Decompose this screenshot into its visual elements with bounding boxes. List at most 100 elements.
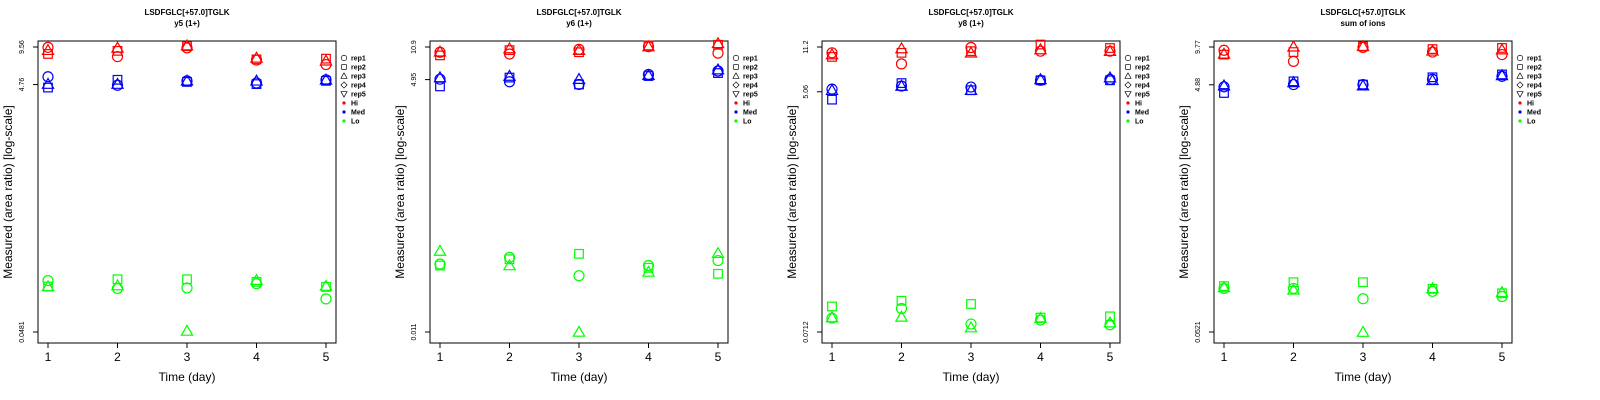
legend-label: rep5 [743,92,758,99]
data-point [503,48,516,60]
data-point [42,41,54,53]
data-point [827,94,837,105]
data-point [895,58,908,70]
data-point [1356,325,1370,337]
legend-marker [340,81,348,89]
legend-marker [340,72,348,79]
data-point [1034,45,1047,57]
legend-marker [1516,72,1524,79]
data-point [1425,281,1440,294]
y-tick-label: 9.56 [19,40,26,54]
data-point [249,273,264,285]
data-point [965,41,977,54]
data-point [894,310,909,322]
legend-marker-shape [1516,72,1524,79]
legend-label: Lo [351,119,360,126]
x-tick-label: 1 [829,350,836,364]
x-tick-label: 2 [898,350,905,364]
legend-label: Med [1527,110,1541,117]
data-point [1287,55,1300,67]
legend-marker [1124,72,1132,79]
legend-marker-shape [340,91,348,98]
legend-marker [733,64,739,70]
x-tick-label: 4 [645,350,652,364]
data-point [1034,314,1047,326]
data-point [1103,70,1117,83]
chart-title: LSDFGLC[+57.0]TGLK [536,8,621,17]
data-point [1356,78,1370,91]
data-point [1218,282,1230,295]
data-point [1288,47,1299,57]
data-point [643,262,654,273]
y-axis-label: Measured (area ratio) [log-scale] [393,105,407,278]
legend-label: rep3 [1135,74,1150,81]
data-point [573,270,585,282]
chart-panel: LSDFGLC[+57.0]TGLK y5 (1+) 1 2 3 4 5 Time (day)… [1,8,366,384]
data-point [1033,311,1048,323]
data-point [110,41,125,53]
legend-label: rep4 [351,83,366,90]
legend-label: rep5 [1527,92,1542,99]
data-point [1495,285,1509,298]
x-tick-label: 2 [506,350,513,364]
x-tick-label: 3 [184,350,191,364]
data-point [894,79,909,91]
chart-subtitle: sum of ions [1341,19,1386,28]
data-point [1218,44,1230,56]
data-point [964,46,978,58]
chart-title: LSDFGLC[+57.0]TGLK [928,8,1013,17]
data-point [1105,311,1115,322]
data-point [711,36,725,49]
legend-marker [1125,64,1131,70]
y-tick-label: 0.0481 [19,321,26,343]
x-tick-label: 1 [45,350,52,364]
x-tick-label: 5 [1107,350,1114,364]
legend-marker-shape [1124,72,1132,79]
data-point [895,302,908,315]
data-point [896,295,907,306]
legend-marker [341,64,347,70]
legend-marker [340,91,348,98]
data-point [181,42,193,54]
legend-label: rep4 [1135,83,1150,90]
data-point [1425,44,1440,56]
data-point [112,274,123,285]
data-point [713,68,723,78]
data-point [1033,42,1048,55]
legend-marker-shape [1124,81,1132,89]
data-point [1035,39,1046,50]
legend-marker [732,91,740,98]
data-point [319,279,333,291]
data-point [1219,88,1229,98]
legend-label: Hi [1527,101,1534,108]
data-point [574,79,584,90]
legend-marker [1516,81,1524,89]
legend-marker [340,54,348,62]
data-point [503,251,516,263]
legend-label: Hi [351,101,358,108]
data-point [1217,280,1231,293]
data-point [319,53,333,66]
plot-frame [1213,40,1513,344]
chart-title: LSDFGLC[+57.0]TGLK [144,8,229,17]
legend-marker-shape [1516,81,1524,89]
data-point [319,72,333,85]
y-tick-label: 10.9 [411,40,418,54]
legend-marker [1124,91,1132,98]
x-tick-label: 3 [1360,350,1367,364]
data-point [641,68,656,81]
legend-label: rep1 [1135,56,1150,63]
data-point [711,246,725,259]
legend-label: Lo [1135,119,1144,126]
data-point [249,51,264,63]
x-tick-label: 4 [253,350,260,364]
legend-label: rep4 [743,83,758,90]
data-point [827,301,837,312]
legend-marker-shape [1516,91,1524,98]
data-point [433,45,447,57]
y-tick-label: 0.011 [411,323,418,340]
data-point [435,260,445,271]
y-tick-label: 11.2 [803,40,810,53]
legend-marker [1518,110,1522,114]
legend-marker-shape [340,81,348,89]
